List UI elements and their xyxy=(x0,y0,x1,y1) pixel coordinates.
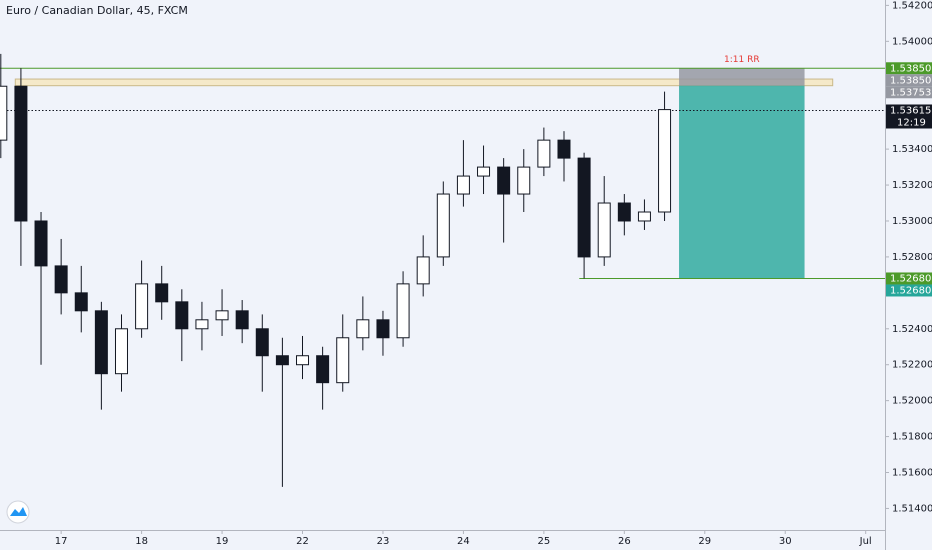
price-label: 1.53615 xyxy=(890,105,931,116)
candle-body xyxy=(155,283,169,303)
candle-body xyxy=(235,310,249,330)
x-tick-label: 26 xyxy=(618,536,631,547)
candle-body xyxy=(436,193,450,258)
x-tick-label: 22 xyxy=(296,536,309,547)
x-tick-label: 30 xyxy=(779,536,792,547)
candle-body xyxy=(477,166,491,177)
price-label-bg xyxy=(886,104,932,117)
candle-body xyxy=(34,220,48,267)
candle-body xyxy=(497,166,511,195)
x-tick-label: 18 xyxy=(135,536,148,547)
candle-body xyxy=(255,328,269,357)
candle-body xyxy=(517,166,531,195)
price-label-bg xyxy=(886,74,932,87)
price-label: 1.53850 xyxy=(890,63,931,74)
x-tick-label: 23 xyxy=(377,536,390,547)
y-tick-label: 1.52400 xyxy=(892,324,932,335)
price-label-bg xyxy=(886,86,932,99)
price-label-bg xyxy=(886,272,932,285)
target-box xyxy=(679,85,805,279)
chart-title: Euro / Canadian Dollar, 45, FXCM xyxy=(6,4,188,17)
candle-body xyxy=(637,211,651,222)
x-tick-label: 24 xyxy=(457,536,470,547)
zone xyxy=(14,78,834,87)
candle-body xyxy=(316,355,330,384)
x-tick-label: 17 xyxy=(55,536,68,547)
candle-body xyxy=(195,319,209,330)
y-tick-label: 1.53200 xyxy=(892,180,932,191)
x-tick-label: 29 xyxy=(698,536,711,547)
candle-body xyxy=(135,283,149,330)
y-tick-label: 1.51400 xyxy=(892,503,932,514)
y-tick-label: 1.54000 xyxy=(892,36,932,47)
price-label: 1.52680 xyxy=(890,285,931,296)
candle-body xyxy=(376,319,390,339)
candle-body xyxy=(114,328,128,375)
candle-body xyxy=(0,85,8,141)
x-tick-label: 25 xyxy=(538,536,551,547)
candle-body xyxy=(396,283,410,339)
candle-body xyxy=(54,265,68,294)
candle-body xyxy=(577,157,591,258)
candle-body xyxy=(175,301,189,330)
candle-body xyxy=(14,85,28,222)
logo[interactable] xyxy=(6,500,30,524)
candle-body xyxy=(356,319,370,339)
candle-body xyxy=(456,175,470,195)
y-tick-label: 1.53000 xyxy=(892,216,932,227)
y-tick-label: 1.52200 xyxy=(892,360,932,371)
candle-body xyxy=(557,139,571,159)
y-tick-label: 1.53400 xyxy=(892,144,932,155)
x-tick-label: 19 xyxy=(216,536,229,547)
x-tick-label: Jul xyxy=(859,536,872,547)
price-label: 1.53753 xyxy=(890,87,931,98)
y-tick-label: 1.52000 xyxy=(892,396,932,407)
price-label-bg xyxy=(886,62,932,75)
price-label: 1.53850 xyxy=(890,75,931,86)
candle-body xyxy=(537,139,551,168)
price-label-bg xyxy=(886,284,932,297)
candle-body xyxy=(215,310,229,321)
candle-body xyxy=(74,292,88,312)
y-tick-label: 1.51600 xyxy=(892,468,932,479)
logo-icon[interactable] xyxy=(10,507,27,516)
y-tick-label: 1.51800 xyxy=(892,432,932,443)
candle-body xyxy=(416,256,430,285)
y-tick-label: 1.54200 xyxy=(892,0,932,11)
candle-body xyxy=(597,202,611,258)
price-label: 1.52680 xyxy=(890,273,931,284)
candle-body xyxy=(336,337,350,384)
candle-body xyxy=(617,202,631,222)
candle-body xyxy=(296,355,310,366)
stop-box xyxy=(679,68,805,86)
countdown-bg xyxy=(886,116,932,129)
countdown: 12:19 xyxy=(897,117,926,128)
candle-body xyxy=(658,109,672,213)
y-tick-label: 1.52800 xyxy=(892,252,932,263)
candle-body xyxy=(275,355,289,366)
position-label: 1:11 RR xyxy=(724,55,760,65)
candle-body xyxy=(94,310,108,375)
